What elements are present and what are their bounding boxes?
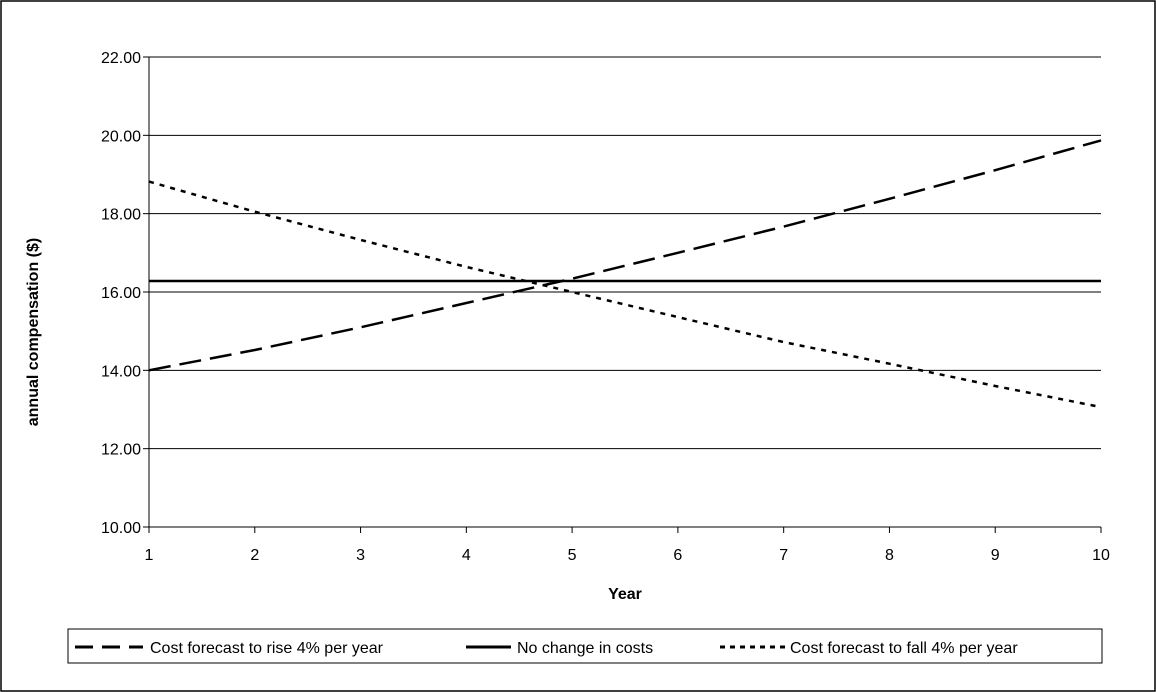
y-axis-title: annual compensation ($) (25, 238, 42, 426)
x-tick-label: 4 (462, 547, 471, 564)
legend-item-no-change: No change in costs (466, 640, 653, 657)
x-tick-label: 2 (250, 547, 259, 564)
axes (143, 56, 1102, 533)
tick-labels: 10.00 12.00 14.00 16.00 18.00 20.00 22.00 1 2 3 4 5… (101, 50, 1110, 564)
y-tick-label: 22.00 (101, 50, 141, 67)
legend-label-fall: Cost forecast to fall 4% per year (790, 640, 1018, 657)
x-tick-label: 7 (779, 547, 788, 564)
x-tick-label: 3 (356, 547, 365, 564)
legend-item-fall: Cost forecast to fall 4% per year (720, 640, 1018, 657)
y-tick-label: 20.00 (101, 128, 141, 145)
y-tick-label: 16.00 (101, 285, 141, 302)
x-tick-label: 10 (1092, 547, 1110, 564)
series-line-fall (148, 180, 1102, 409)
x-tick-label: 9 (991, 547, 1000, 564)
y-tick-label: 10.00 (101, 520, 141, 537)
x-tick-label: 5 (568, 547, 577, 564)
legend: Cost forecast to rise 4% per year No cha… (67, 628, 1103, 664)
x-tick-label: 6 (673, 547, 682, 564)
legend-box (67, 628, 1103, 664)
y-tick-label: 12.00 (101, 442, 141, 459)
y-tick-label: 18.00 (101, 207, 141, 224)
x-tick-label: 1 (145, 547, 154, 564)
legend-label-no-change: No change in costs (517, 640, 653, 657)
gridlines (149, 56, 1101, 450)
y-tick-label: 14.00 (101, 363, 141, 380)
legend-item-rise: Cost forecast to rise 4% per year (75, 640, 384, 657)
series-lines (148, 139, 1102, 409)
x-axis-title: Year (608, 586, 642, 603)
legend-label-rise: Cost forecast to rise 4% per year (150, 640, 384, 657)
x-tick-label: 8 (885, 547, 894, 564)
series-line-rise (148, 139, 1102, 372)
